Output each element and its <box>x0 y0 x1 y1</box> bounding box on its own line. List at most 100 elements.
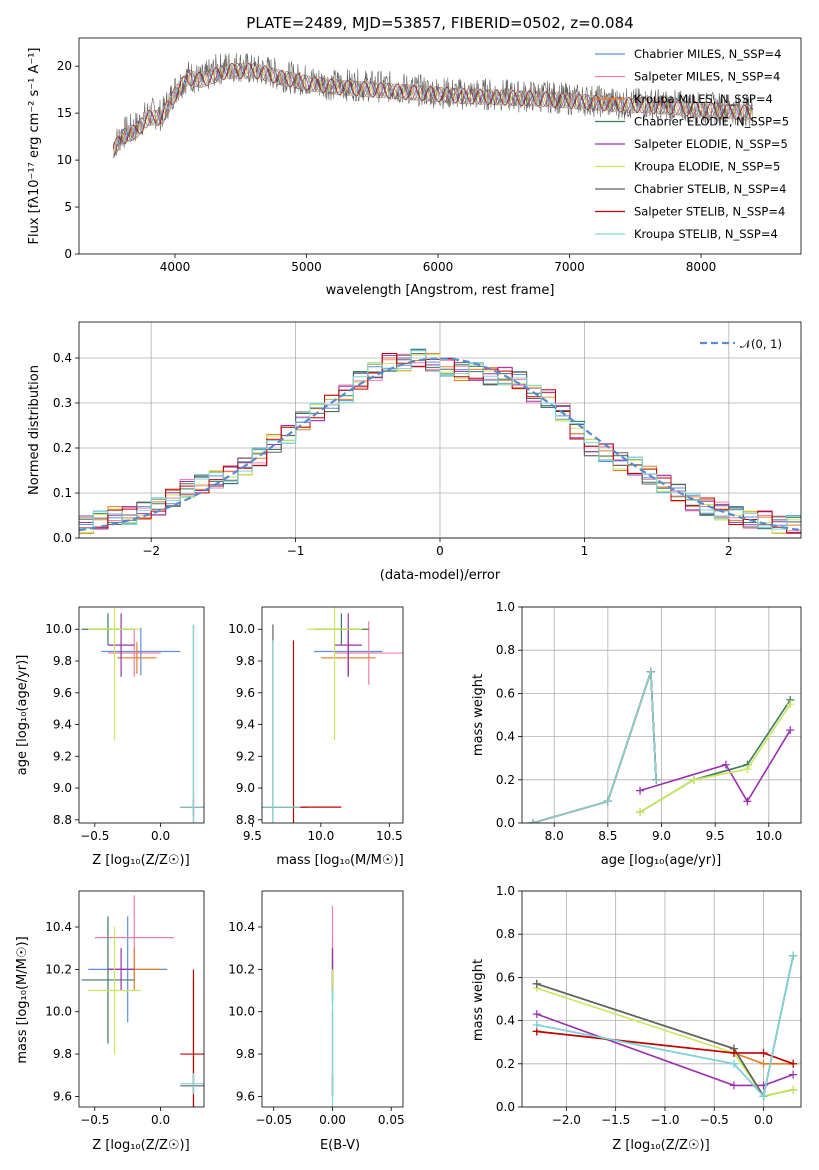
y-tick-label: 10.0 <box>45 1005 72 1019</box>
weight-marker <box>528 819 537 823</box>
y-axis-label: mass weight <box>471 674 486 756</box>
legend-label: Kroupa MILES, N_SSP=4 <box>634 92 773 106</box>
spectrum-model-line <box>112 62 754 146</box>
x-tick-label: 9.5 <box>706 829 725 843</box>
y-tick-label: 10.0 <box>45 622 72 636</box>
axes-mass_vs_Z: −0.5 0.0 9.6 9.8 10.0 10.2 10.4 <box>45 890 205 1127</box>
x-tick-label: 0.0 <box>151 1113 170 1127</box>
axes-age_vs_Z: −0.5 0.0 8.8 9.0 9.2 9.4 9.6 9.8 10.0 <box>45 606 205 843</box>
gaussian-curve <box>79 357 801 532</box>
axes-spectrum: 4000 5000 6000 7000 8000 0 5 10 15 20 <box>57 37 802 274</box>
x-tick-label: 8.5 <box>598 829 617 843</box>
axes-frame <box>78 606 205 824</box>
x-tick-label: 0 <box>436 544 444 558</box>
weight-line <box>639 729 791 803</box>
y-tick-label: 0.3 <box>53 396 72 410</box>
axes-residuals: −2 −1 0 1 2 0.0 0.1 0.2 0.3 0.4 <box>53 321 802 558</box>
legend-label: 𝒩(0, 1) <box>740 337 782 351</box>
plot-area-age_vs_Z <box>81 607 204 823</box>
axes-weight_vs_age: 8.0 8.5 9.0 9.5 10.0 0.0 0.2 0.4 0.6 0.8 1.0 <box>496 600 802 843</box>
weight-marker <box>789 1059 798 1068</box>
x-tick-label: 7000 <box>554 260 585 274</box>
plot-background <box>79 607 204 823</box>
x-tick-label: 0.0 <box>754 1113 773 1127</box>
axes-frame <box>78 37 802 255</box>
legend-label: Kroupa STELIB, N_SSP=4 <box>634 227 778 241</box>
y-tick-label: 9.0 <box>53 781 72 795</box>
y-tick-label: 9.6 <box>236 1089 255 1103</box>
y-axis-label: age [log₁₀(age/yr)] <box>15 655 30 776</box>
y-tick-label: 9.6 <box>236 686 255 700</box>
y-tick-label: 9.6 <box>53 686 72 700</box>
y-tick-label: 0.2 <box>53 441 72 455</box>
plot-area-mass_vs_Z <box>81 895 204 1107</box>
y-tick-label: 0.2 <box>496 1057 515 1071</box>
y-tick-label: 15 <box>57 106 72 120</box>
y-tick-label: 0.2 <box>496 773 515 787</box>
weight-marker <box>759 1059 768 1068</box>
chart-title: PLATE=2489, MJD=53857, FIBERID=0502, z=0… <box>246 14 633 32</box>
x-tick-label: 5000 <box>291 260 322 274</box>
x-tick-label: 0.05 <box>378 1113 405 1127</box>
axes-frame <box>261 606 404 824</box>
y-tick-label: 0.0 <box>53 531 72 545</box>
weight-marker <box>786 700 795 709</box>
x-tick-label: 2 <box>725 544 733 558</box>
x-tick-label: −0.5 <box>80 829 109 843</box>
y-tick-label: 10.2 <box>45 962 72 976</box>
x-tick-label: −0.5 <box>80 1113 109 1127</box>
legend-label: Chabrier ELODIE, N_SSP=5 <box>634 115 789 129</box>
plot-area-residuals <box>79 348 801 534</box>
x-tick-label: 10.5 <box>376 829 403 843</box>
x-tick-label: 0.00 <box>319 1113 346 1127</box>
weight-marker <box>789 1070 798 1079</box>
y-axis-label: Flux [fλ10⁻¹⁷ erg cm⁻² s⁻¹ A⁻¹] <box>27 48 42 245</box>
weight-marker <box>759 1049 768 1057</box>
y-tick-label: 10 <box>57 153 72 167</box>
plot-background <box>522 891 801 1107</box>
y-tick-label: 8.8 <box>53 813 72 827</box>
x-tick-label: 4000 <box>160 260 191 274</box>
y-tick-label: 0.8 <box>496 927 515 941</box>
y-tick-label: 0.4 <box>496 730 515 744</box>
y-tick-label: 9.4 <box>53 718 72 732</box>
x-axis-label: mass [log₁₀(M/M☉)] <box>276 853 403 868</box>
y-tick-label: 9.0 <box>236 781 255 795</box>
x-tick-label: 9.0 <box>652 829 671 843</box>
x-tick-label: 0.0 <box>151 829 170 843</box>
x-tick-label: 1 <box>581 544 589 558</box>
weight-marker <box>652 775 661 784</box>
y-tick-label: 0 <box>64 247 72 261</box>
x-tick-label: 8.0 <box>545 829 564 843</box>
x-tick-label: 8000 <box>686 260 717 274</box>
axes-frame <box>78 890 205 1108</box>
weight-line <box>536 1013 794 1087</box>
y-axis-label: Normed distribution <box>27 365 42 495</box>
x-tick-label: −2.0 <box>552 1113 581 1127</box>
y-tick-label: 8.8 <box>236 813 255 827</box>
y-tick-label: 10.4 <box>45 920 72 934</box>
weight-marker <box>636 786 645 795</box>
y-tick-label: 10.0 <box>228 1005 255 1019</box>
y-tick-label: 9.8 <box>53 1047 72 1061</box>
y-tick-label: 10.2 <box>228 962 255 976</box>
x-tick-label: −0.05 <box>255 1113 292 1127</box>
weight-line <box>536 987 794 1098</box>
spectrum-model-line <box>112 62 754 156</box>
x-tick-label: 10.0 <box>308 829 335 843</box>
y-tick-label: 1.0 <box>496 600 515 614</box>
x-tick-label: −2 <box>142 544 160 558</box>
y-tick-label: 9.2 <box>236 749 255 763</box>
y-tick-label: 0.8 <box>496 643 515 657</box>
legend-label: Salpeter MILES, N_SSP=4 <box>634 70 780 84</box>
weight-marker <box>743 765 752 773</box>
legend: Chabrier MILES, N_SSP=4 Salpeter MILES, N… <box>595 47 789 241</box>
plot-area-weight_vs_Z <box>532 951 798 1101</box>
weight-marker <box>786 726 795 735</box>
plot-area-weight_vs_age <box>528 667 795 823</box>
weight-marker <box>603 797 612 806</box>
x-axis-label: wavelength [Angstrom, rest frame] <box>326 283 555 298</box>
legend-label: Salpeter ELODIE, N_SSP=5 <box>634 137 788 151</box>
weight-marker <box>729 1049 738 1057</box>
